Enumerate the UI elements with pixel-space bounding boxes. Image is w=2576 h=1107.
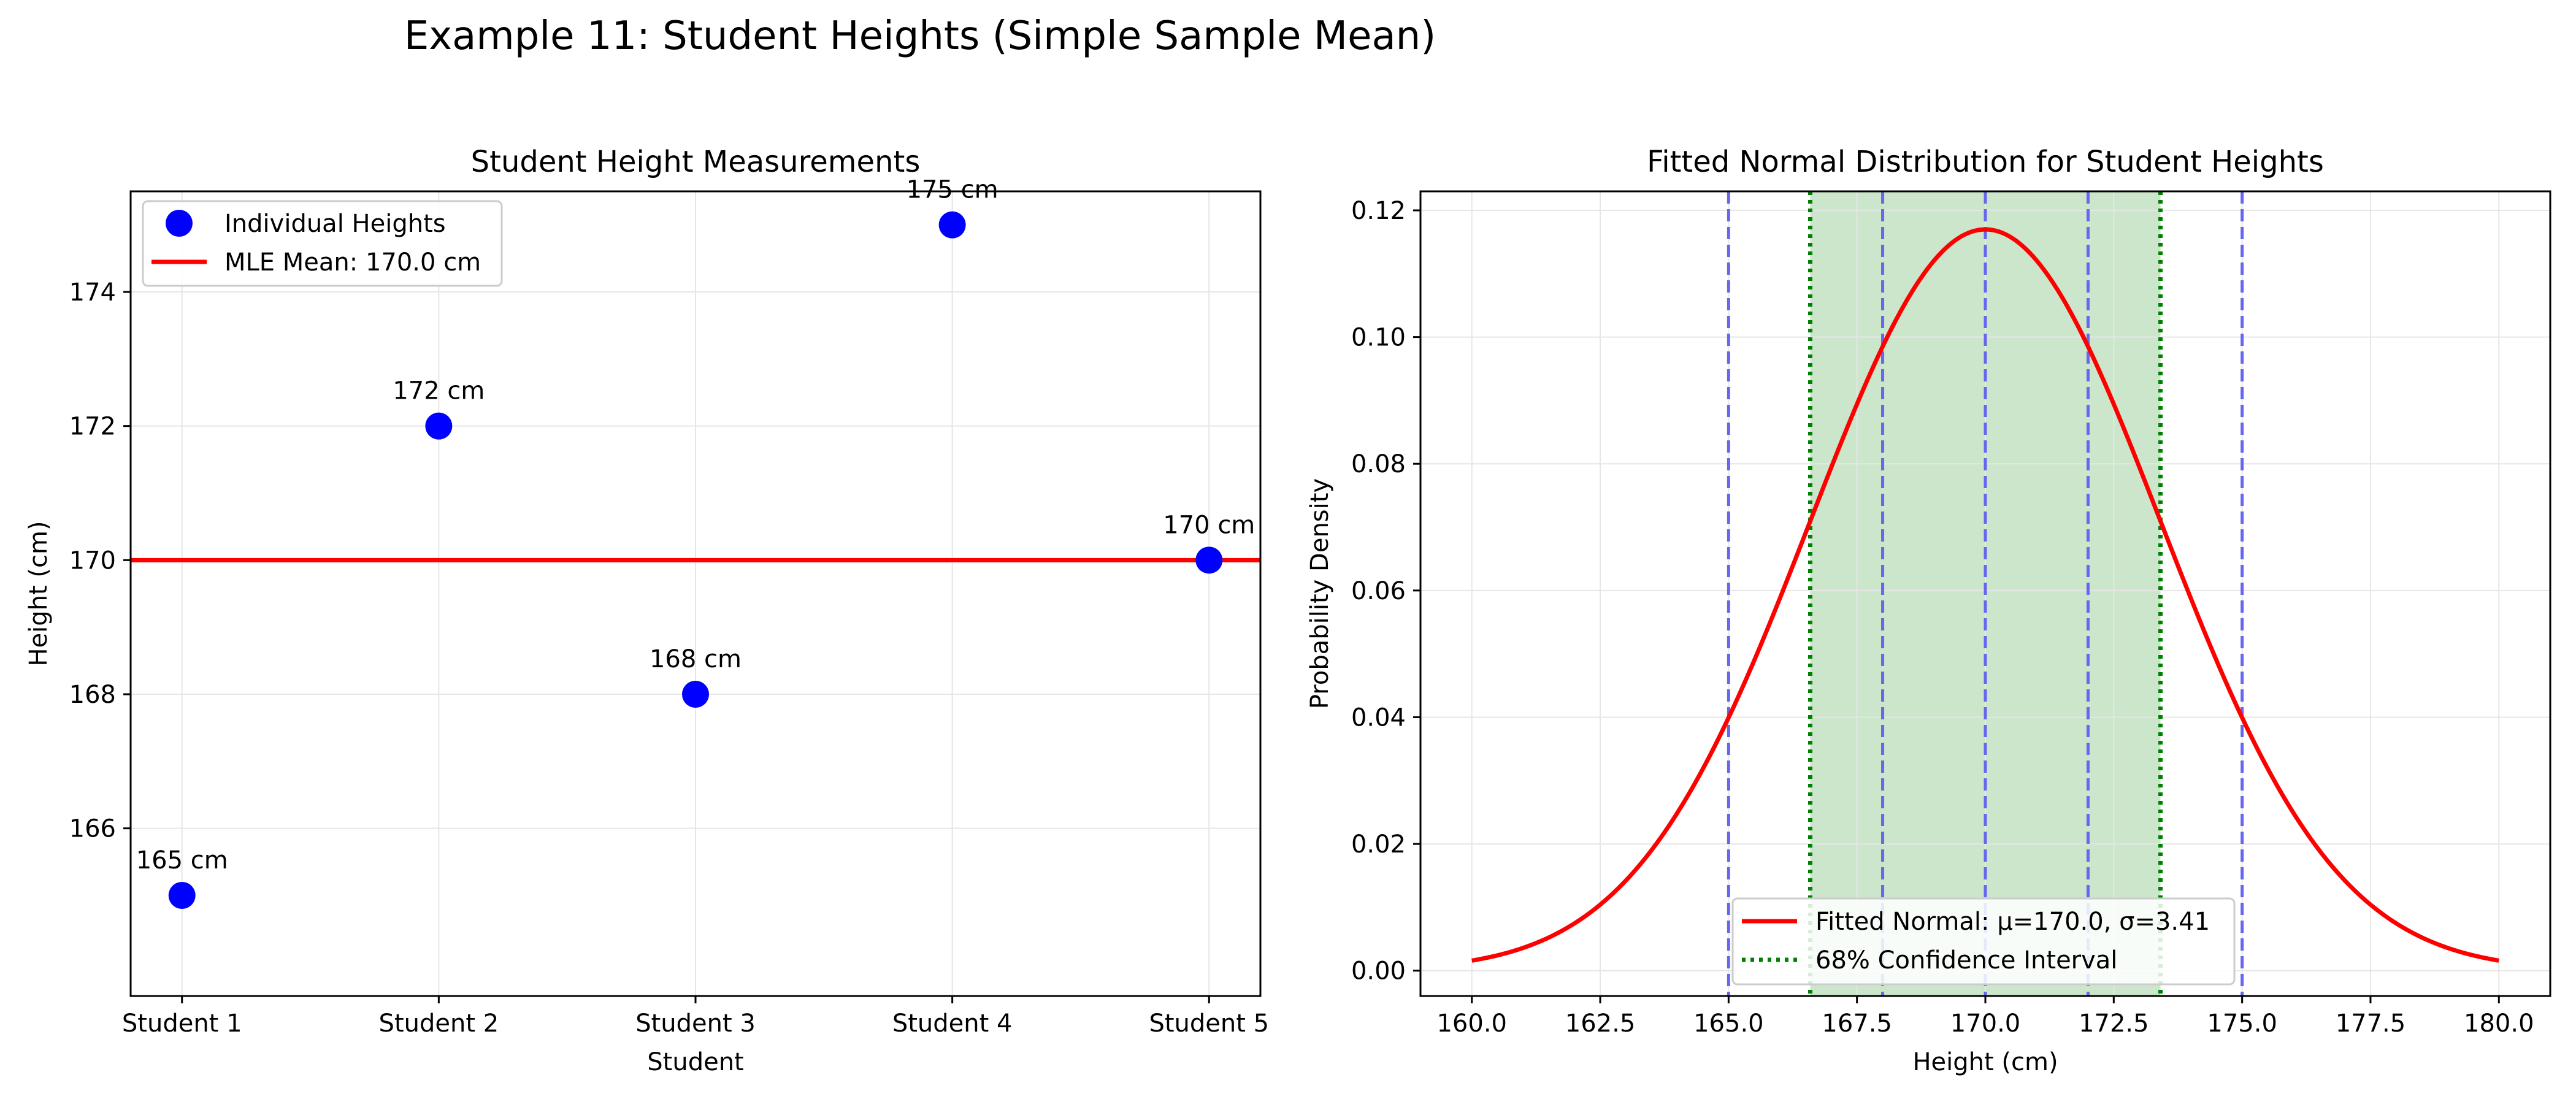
left-legend: Individual Heights MLE Mean: 170.0 cm	[142, 200, 503, 287]
right-y-tick-label: 0.02	[1351, 830, 1406, 859]
left-chart-title: Student Height Measurements	[471, 145, 921, 179]
left-x-tick-label: Student 3	[635, 1009, 756, 1038]
left-legend-label-mean: MLE Mean: 170.0 cm	[224, 248, 481, 277]
height-point	[425, 412, 453, 440]
left-y-tick-label: 170	[69, 546, 116, 575]
height-point	[682, 681, 709, 708]
right-x-axis-label: Height (cm)	[1912, 1048, 2058, 1076]
height-data-label: 170 cm	[1163, 511, 1255, 539]
left-x-tick-label: Student 4	[892, 1009, 1013, 1038]
height-data-label: 168 cm	[650, 645, 742, 673]
right-y-tick-label: 0.08	[1351, 450, 1406, 478]
left-ticks: Student 1 Student 2 Student 3 Student 4 Stud…	[69, 278, 1269, 1038]
left-data-layer: 165 cm 172 cm 168 cm 175 cm 170 cm	[131, 176, 1260, 909]
left-chart: 165 cm 172 cm 168 cm 175 cm 170 cm Student 1…	[25, 145, 1269, 1076]
right-legend-label-ci: 68% Confidence Interval	[1815, 946, 2117, 975]
left-x-tick-label: Student 1	[122, 1009, 242, 1038]
right-x-tick-label: 160.0	[1436, 1009, 1507, 1038]
right-chart: 160.0 162.5 165.0 167.5 170.0 172.5 175.0 177.5…	[1306, 145, 2551, 1076]
right-chart-title: Fitted Normal Distribution for Student H…	[1647, 145, 2324, 179]
right-x-tick-label: 172.5	[2079, 1009, 2149, 1038]
left-y-tick-label: 168	[69, 681, 116, 709]
figure-suptitle: Example 11: Student Heights (Simple Samp…	[404, 13, 1436, 59]
right-x-tick-label: 170.0	[1950, 1009, 2021, 1038]
height-data-label: 172 cm	[393, 377, 485, 405]
right-x-tick-label: 175.0	[2207, 1009, 2277, 1038]
right-y-axis-label: Probability Density	[1306, 478, 1334, 709]
right-y-tick-label: 0.00	[1351, 957, 1406, 986]
height-data-label: 175 cm	[907, 176, 999, 204]
right-y-tick-label: 0.04	[1351, 703, 1406, 732]
right-x-tick-label: 177.5	[2336, 1009, 2406, 1038]
right-data-layer	[1471, 191, 2499, 996]
left-legend-box	[142, 200, 503, 287]
left-y-axis-label: Height (cm)	[25, 521, 53, 666]
right-x-tick-label: 180.0	[2464, 1009, 2534, 1038]
height-point	[938, 211, 966, 239]
right-legend-box	[1731, 897, 2236, 986]
left-x-tick-label: Student 2	[379, 1009, 499, 1038]
right-legend: Fitted Normal: μ=170.0, σ=3.41 68% Confi…	[1731, 897, 2236, 986]
left-legend-marker	[166, 210, 193, 237]
right-ticks: 160.0 162.5 165.0 167.5 170.0 172.5 175.0 177.5…	[1351, 197, 2534, 1038]
left-legend-label-heights: Individual Heights	[224, 210, 446, 238]
left-x-axis-label: Student	[647, 1048, 743, 1076]
right-x-tick-label: 167.5	[1822, 1009, 1892, 1038]
right-x-tick-label: 165.0	[1693, 1009, 1764, 1038]
right-y-tick-label: 0.06	[1351, 577, 1406, 605]
height-data-label: 165 cm	[136, 846, 228, 875]
fitted-normal-curve	[1471, 227, 2499, 963]
height-point	[1195, 546, 1223, 574]
left-x-tick-label: Student 5	[1149, 1009, 1269, 1038]
right-legend-label-pdf: Fitted Normal: μ=170.0, σ=3.41	[1815, 908, 2210, 936]
height-point	[168, 882, 196, 909]
right-y-tick-label: 0.12	[1351, 197, 1406, 225]
left-y-tick-label: 166	[69, 815, 116, 843]
left-y-tick-label: 174	[69, 278, 116, 307]
left-y-tick-label: 172	[69, 413, 116, 441]
right-x-tick-label: 162.5	[1565, 1009, 1636, 1038]
right-y-tick-label: 0.10	[1351, 324, 1406, 352]
